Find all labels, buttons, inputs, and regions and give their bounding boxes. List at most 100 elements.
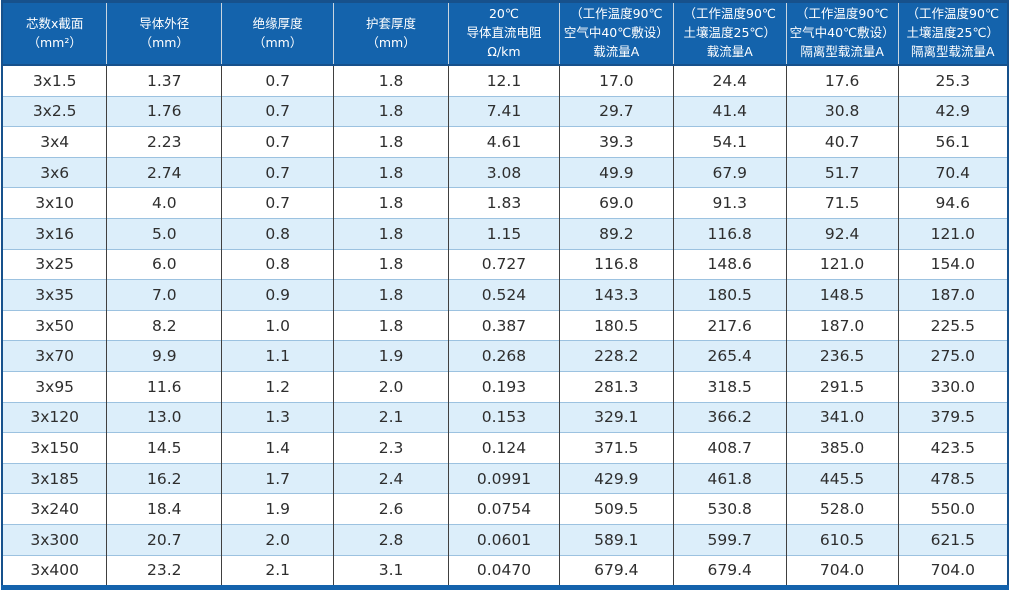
cell-insulation-thickness: 1.3 (221, 401, 334, 433)
cell-isolated-ampacity-air-40c: 528.0 (785, 493, 899, 525)
cell-ampacity-air-40c: 180.5 (558, 309, 674, 341)
cell-core-count-cross-section: 3x4 (2, 126, 107, 158)
cell-conductor-outer-diameter: 2.23 (106, 126, 222, 158)
table-row: 3x120 13.0 1.3 2.1 0.153 329.1 366.2 341.0 379.5 (2, 401, 1008, 433)
cell-dc-resistance-20c: 0.727 (448, 248, 560, 280)
cell-isolated-ampacity-soil-25c: 478.5 (897, 462, 1008, 494)
cell-isolated-ampacity-air-40c: 71.5 (785, 187, 899, 219)
table-row: 3x16 5.0 0.8 1.8 1.15 89.2 116.8 92.4 121.0 (2, 217, 1008, 250)
cell-core-count-cross-section: 3x25 (2, 248, 107, 280)
cell-ampacity-air-40c: 89.2 (558, 217, 674, 250)
cell-isolated-ampacity-soil-25c: 94.6 (897, 187, 1008, 219)
cell-sheath-thickness: 3.1 (333, 554, 449, 588)
cell-isolated-ampacity-air-40c: 291.5 (785, 370, 899, 403)
column-header-sheath-thickness: 护套厚度 （mm） (333, 1, 449, 66)
cell-core-count-cross-section: 3x70 (2, 340, 107, 372)
cell-ampacity-soil-25c: 318.5 (672, 370, 787, 403)
cell-ampacity-air-40c: 17.0 (558, 65, 674, 97)
cell-ampacity-soil-25c: 41.4 (672, 95, 787, 127)
cell-conductor-outer-diameter: 20.7 (106, 523, 222, 555)
table-row: 3x2.5 1.76 0.7 1.8 7.41 29.7 41.4 30.8 42.9 (2, 95, 1008, 127)
cell-dc-resistance-20c: 7.41 (448, 95, 560, 127)
cell-sheath-thickness: 1.8 (333, 156, 449, 188)
cell-isolated-ampacity-air-40c: 385.0 (785, 432, 899, 464)
cell-isolated-ampacity-soil-25c: 704.0 (897, 554, 1008, 588)
cell-conductor-outer-diameter: 5.0 (106, 217, 222, 250)
table-row: 3x400 23.2 2.1 3.1 0.0470 679.4 679.4 704.0 704.… (2, 554, 1008, 588)
cell-core-count-cross-section: 3x1.5 (2, 65, 107, 97)
cell-ampacity-air-40c: 429.9 (558, 462, 674, 494)
cell-isolated-ampacity-soil-25c: 379.5 (897, 401, 1008, 433)
column-header-ampacity-soil-25c: （工作温度90℃ 土壤温度25℃） 载流量A (672, 1, 787, 66)
cell-isolated-ampacity-air-40c: 445.5 (785, 462, 899, 494)
cell-dc-resistance-20c: 0.0991 (448, 462, 560, 494)
cell-conductor-outer-diameter: 11.6 (106, 370, 222, 403)
cell-ampacity-soil-25c: 217.6 (672, 309, 787, 341)
cell-isolated-ampacity-soil-25c: 187.0 (897, 279, 1008, 311)
cell-conductor-outer-diameter: 14.5 (106, 432, 222, 464)
cell-isolated-ampacity-soil-25c: 42.9 (897, 95, 1008, 127)
column-header-conductor-outer-diameter: 导体外径 （mm） (106, 1, 222, 66)
cell-ampacity-soil-25c: 67.9 (672, 156, 787, 188)
cell-core-count-cross-section: 3x300 (2, 523, 107, 555)
cell-dc-resistance-20c: 0.387 (448, 309, 560, 341)
column-header-isolated-ampacity-air-40c: （工作温度90℃ 空气中40℃敷设） 隔离型载流量A (785, 1, 899, 66)
cell-insulation-thickness: 0.7 (221, 187, 334, 219)
cell-insulation-thickness: 0.7 (221, 65, 334, 97)
cell-isolated-ampacity-soil-25c: 121.0 (897, 217, 1008, 250)
cell-conductor-outer-diameter: 18.4 (106, 493, 222, 525)
table-row: 3x95 11.6 1.2 2.0 0.193 281.3 318.5 291.5 330.0 (2, 370, 1008, 403)
cell-dc-resistance-20c: 1.15 (448, 217, 560, 250)
cell-ampacity-soil-25c: 408.7 (672, 432, 787, 464)
cell-ampacity-soil-25c: 599.7 (672, 523, 787, 555)
table-row: 3x4 2.23 0.7 1.8 4.61 39.3 54.1 40.7 56.1 (2, 126, 1008, 158)
cell-dc-resistance-20c: 0.153 (448, 401, 560, 433)
cell-ampacity-air-40c: 281.3 (558, 370, 674, 403)
cell-dc-resistance-20c: 0.193 (448, 370, 560, 403)
cell-conductor-outer-diameter: 2.74 (106, 156, 222, 188)
cell-conductor-outer-diameter: 1.76 (106, 95, 222, 127)
cell-core-count-cross-section: 3x150 (2, 432, 107, 464)
cell-sheath-thickness: 1.8 (333, 309, 449, 341)
cell-sheath-thickness: 2.6 (333, 493, 449, 525)
cell-core-count-cross-section: 3x2.5 (2, 95, 107, 127)
column-header-isolated-ampacity-soil-25c: （工作温度90℃ 土壤温度25℃） 隔离型载流量A (897, 1, 1008, 66)
table-row: 3x50 8.2 1.0 1.8 0.387 180.5 217.6 187.0 225.5 (2, 309, 1008, 341)
cell-dc-resistance-20c: 0.0470 (448, 554, 560, 588)
cell-dc-resistance-20c: 0.124 (448, 432, 560, 464)
cell-isolated-ampacity-air-40c: 341.0 (785, 401, 899, 433)
cell-sheath-thickness: 2.4 (333, 462, 449, 494)
cell-ampacity-soil-25c: 679.4 (672, 554, 787, 588)
cell-dc-resistance-20c: 0.268 (448, 340, 560, 372)
cell-conductor-outer-diameter: 23.2 (106, 554, 222, 588)
cell-isolated-ampacity-air-40c: 40.7 (785, 126, 899, 158)
cell-isolated-ampacity-air-40c: 92.4 (785, 217, 899, 250)
cell-isolated-ampacity-soil-25c: 275.0 (897, 340, 1008, 372)
cell-ampacity-air-40c: 371.5 (558, 432, 674, 464)
table-row: 3x150 14.5 1.4 2.3 0.124 371.5 408.7 385.0 423.5 (2, 432, 1008, 464)
cell-conductor-outer-diameter: 4.0 (106, 187, 222, 219)
cell-conductor-outer-diameter: 1.37 (106, 65, 222, 97)
cell-isolated-ampacity-soil-25c: 154.0 (897, 248, 1008, 280)
cell-sheath-thickness: 1.8 (333, 126, 449, 158)
header-row: 芯数x截面 （mm²） 导体外径 （mm） 绝缘厚度 （mm） 护套厚度 （mm） 20… (2, 1, 1008, 66)
cell-sheath-thickness: 2.1 (333, 401, 449, 433)
cell-isolated-ampacity-air-40c: 17.6 (785, 65, 899, 97)
cell-ampacity-air-40c: 143.3 (558, 279, 674, 311)
cell-isolated-ampacity-air-40c: 30.8 (785, 95, 899, 127)
cell-isolated-ampacity-air-40c: 610.5 (785, 523, 899, 555)
cell-sheath-thickness: 1.8 (333, 95, 449, 127)
cell-ampacity-air-40c: 679.4 (558, 554, 674, 588)
cell-dc-resistance-20c: 12.1 (448, 65, 560, 97)
cell-core-count-cross-section: 3x240 (2, 493, 107, 525)
cell-sheath-thickness: 2.0 (333, 370, 449, 403)
table-row: 3x240 18.4 1.9 2.6 0.0754 509.5 530.8 528.0 550.… (2, 493, 1008, 525)
cell-insulation-thickness: 0.7 (221, 126, 334, 158)
cell-conductor-outer-diameter: 6.0 (106, 248, 222, 280)
cell-insulation-thickness: 1.2 (221, 370, 334, 403)
cell-core-count-cross-section: 3x16 (2, 217, 107, 250)
cell-insulation-thickness: 0.8 (221, 217, 334, 250)
cell-sheath-thickness: 1.9 (333, 340, 449, 372)
cell-dc-resistance-20c: 4.61 (448, 126, 560, 158)
cell-dc-resistance-20c: 1.83 (448, 187, 560, 219)
